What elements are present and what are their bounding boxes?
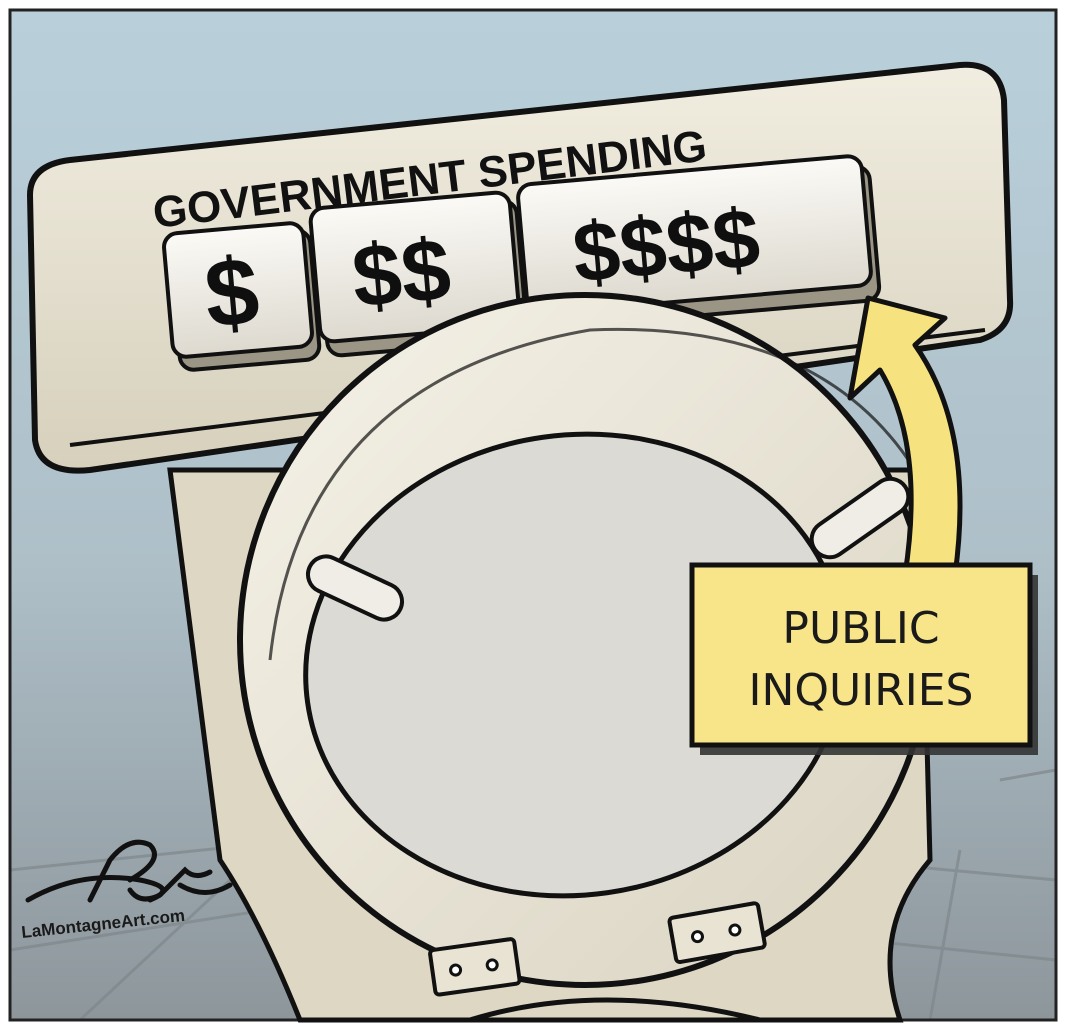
flush-button-large-label: $$$$ (569, 190, 763, 300)
hinge-left (428, 937, 522, 997)
callout-box: PUBLIC INQUIRIES (689, 562, 1038, 755)
artist-signature (25, 839, 233, 903)
flush-button-small-label: $ (201, 237, 264, 348)
seat-bumper-left (305, 554, 405, 622)
flush-button-medium-label: $$ (348, 219, 454, 326)
callout-line-1: PUBLIC (782, 603, 939, 654)
toilet-seat (237, 292, 933, 988)
hinge-right (667, 901, 767, 965)
seat-bumper-right (809, 476, 911, 560)
flush-button-large[interactable]: $$$$ (516, 154, 882, 331)
callout-line-2: INQUIRIES (749, 665, 974, 716)
flush-button-small[interactable]: $ (162, 221, 322, 372)
bowl-rim (469, 997, 761, 1023)
